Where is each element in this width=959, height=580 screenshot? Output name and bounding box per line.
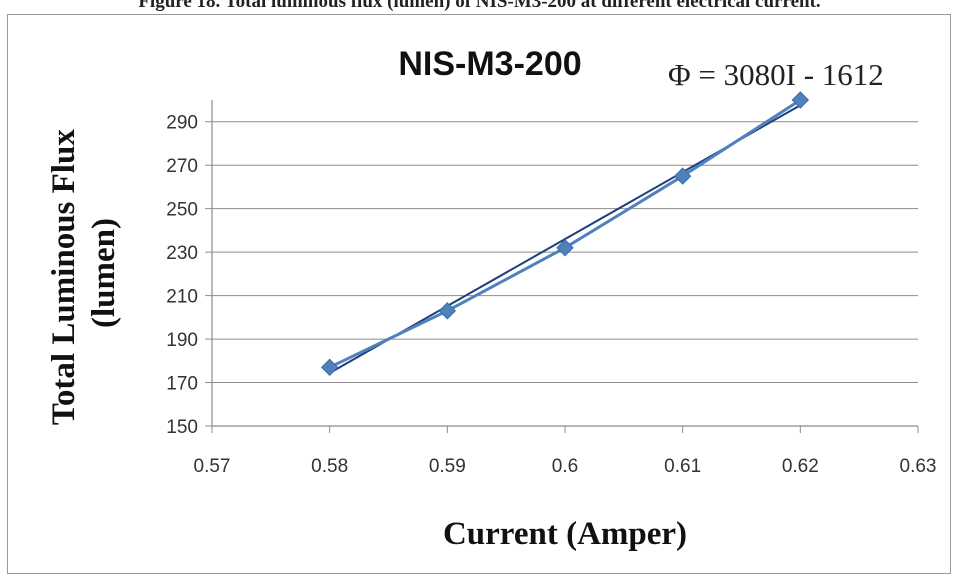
y-tick-label: 290	[166, 113, 198, 134]
trendline-equation: Φ = 3080I - 1612	[668, 57, 884, 92]
y-tick-label: 270	[166, 156, 198, 177]
x-tick-label: 0.61	[664, 456, 701, 477]
y-tick-label: 230	[166, 243, 198, 264]
x-tick-label: 0.62	[782, 456, 819, 477]
y-tick-label: 150	[166, 417, 198, 438]
y-axis-title-line2: (lumen)	[86, 218, 122, 328]
x-tick-label: 0.59	[429, 456, 466, 477]
axes	[205, 100, 919, 433]
series-layer	[320, 91, 810, 377]
x-tick-labels: 0.57 0.58 0.59 0.6 0.61 0.62 0.63	[194, 456, 937, 477]
figure-caption: Figure 18. Total luminous flux (lumen) o…	[138, 0, 821, 12]
data-point-marker	[320, 358, 339, 377]
data-point-marker	[556, 239, 574, 257]
data-point-marker	[791, 91, 810, 109]
y-tick-labels: 150 170 190 210 230 250 270 290	[166, 113, 198, 438]
data-point-marker	[673, 167, 692, 185]
y-tick-label: 210	[166, 287, 198, 308]
x-axis-title: Current (Amper)	[443, 516, 687, 552]
chart-title: NIS-M3-200	[398, 45, 581, 83]
y-axis-title: Total Luminous Flux (lumen)	[46, 121, 122, 425]
series-line	[329, 98, 802, 369]
chart-frame	[7, 14, 951, 574]
y-axis-title-line1: Total Luminous Flux	[46, 129, 82, 425]
y-tick-label: 170	[166, 374, 198, 395]
x-tick-label: 0.63	[900, 456, 937, 477]
x-tick-label: 0.58	[311, 456, 348, 477]
y-tick-label: 190	[166, 330, 198, 351]
data-point-marker	[438, 302, 457, 320]
gridlines	[212, 121, 918, 384]
y-tick-label: 250	[166, 200, 198, 221]
x-tick-label: 0.57	[194, 456, 231, 477]
x-tick-label: 0.6	[552, 456, 578, 477]
